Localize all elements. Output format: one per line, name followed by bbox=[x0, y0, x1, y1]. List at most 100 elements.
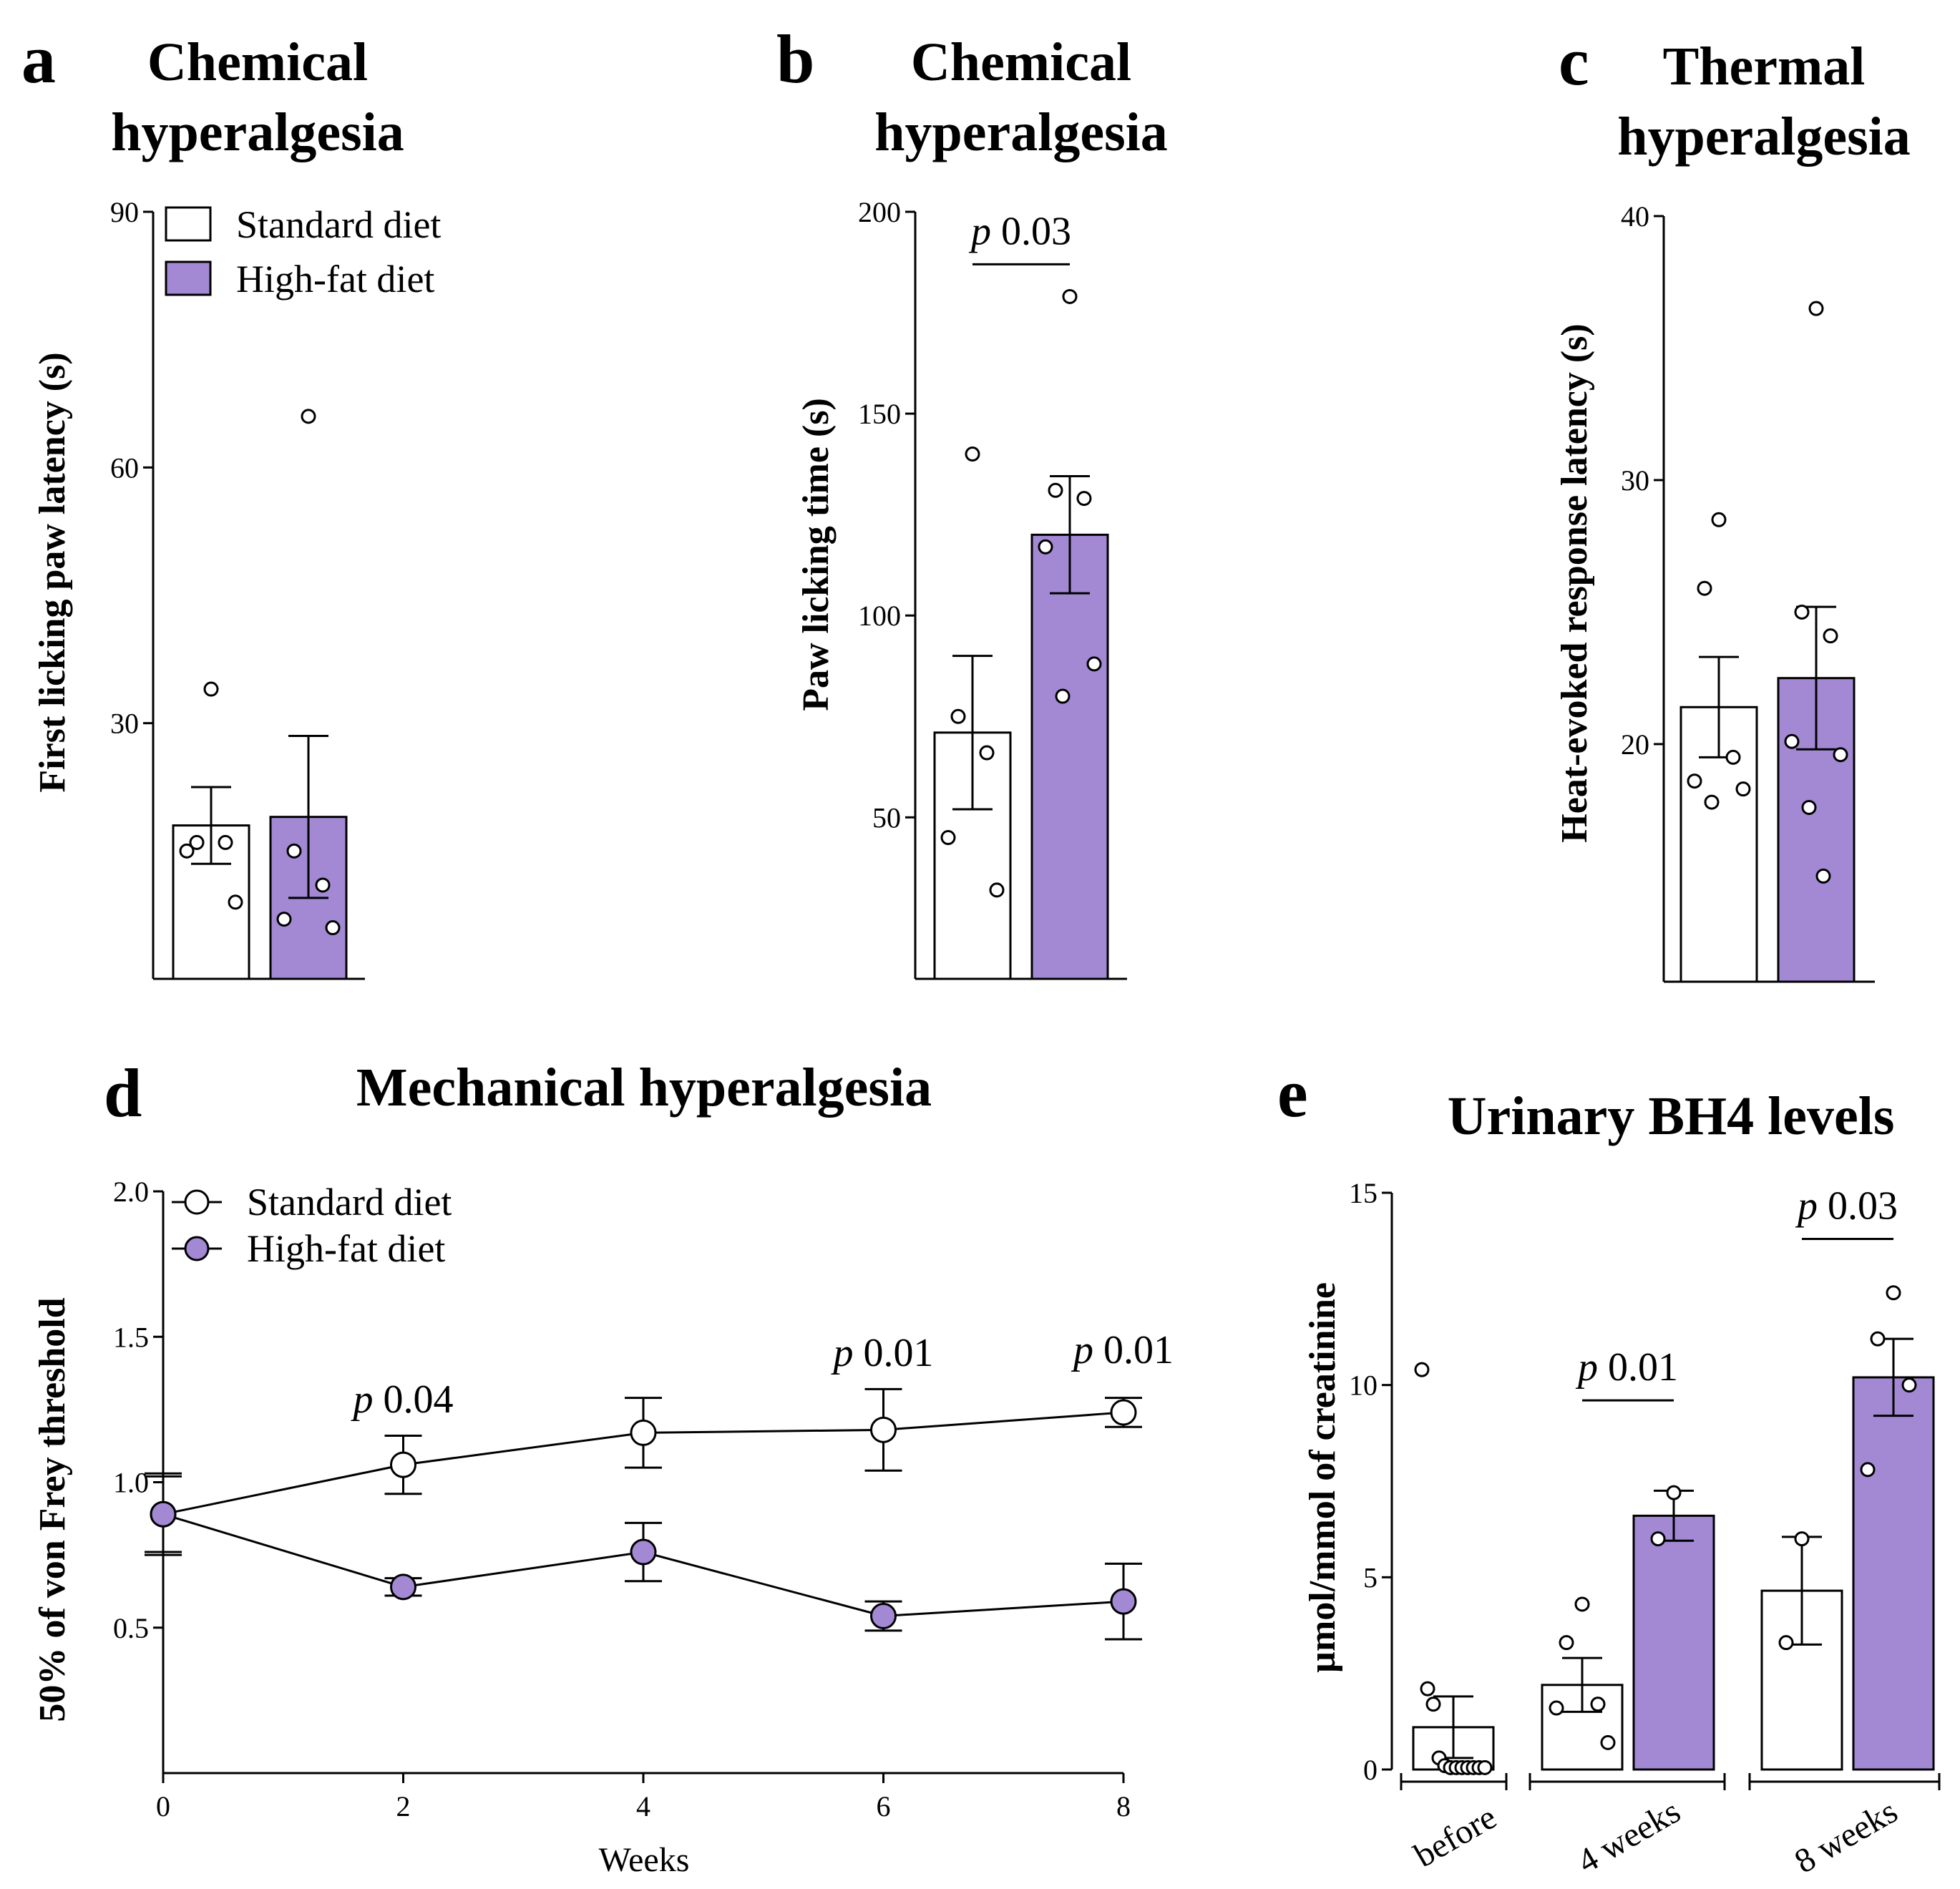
panel-d-y-axis-label: 50% of von Frey threshold bbox=[32, 1297, 73, 1722]
panel-a-y-axis-label: First licking paw latency (s) bbox=[32, 352, 73, 792]
panel-d-plot: 0.5 1.0 1.5 2.0 0 2 4 6 8 p 0.04 p 0.01 p 0.01 bbox=[113, 1176, 1174, 1822]
data-point-highfat bbox=[630, 1538, 657, 1566]
data-point bbox=[315, 877, 331, 893]
panel-b: b Chemical hyperalgesia Paw licking time… bbox=[776, 21, 1168, 980]
x-tick-label: 2 bbox=[396, 1790, 411, 1822]
data-point bbox=[1833, 747, 1848, 763]
panel-a-label: a bbox=[21, 21, 56, 97]
data-point bbox=[1735, 781, 1751, 797]
y-tick-label: 60 bbox=[110, 451, 139, 484]
data-point bbox=[1704, 794, 1720, 810]
y-tick-label: 200 bbox=[858, 196, 901, 228]
legend-swatch-standard bbox=[165, 206, 212, 242]
data-point-highfat bbox=[150, 1500, 177, 1528]
panel-d-title: Mechanical hyperalgesia bbox=[356, 1058, 932, 1118]
legend-label-highfat: High-fat diet bbox=[236, 258, 434, 301]
legend-marker-highfat bbox=[184, 1236, 210, 1261]
bar-highfat bbox=[1852, 1376, 1935, 1771]
data-point bbox=[286, 843, 302, 859]
x-category-label: 8 weeks bbox=[1788, 1792, 1904, 1881]
data-point bbox=[940, 830, 956, 846]
legend-label-standard: Standard diet bbox=[236, 203, 441, 246]
y-tick-label: 2.0 bbox=[113, 1176, 149, 1208]
panel-a-title-line2: hyperalgesia bbox=[111, 102, 404, 162]
data-point bbox=[1574, 1596, 1590, 1612]
p-value-label: p 0.01 bbox=[1071, 1328, 1174, 1372]
data-point bbox=[1600, 1734, 1616, 1750]
data-point bbox=[1420, 1681, 1435, 1697]
x-category-label: before bbox=[1408, 1798, 1503, 1875]
data-point-standard bbox=[630, 1419, 657, 1446]
data-point-highfat bbox=[1110, 1588, 1137, 1615]
p-value-label: p 0.01 bbox=[831, 1331, 934, 1375]
panel-a-legend: Standard diet High-fat diet bbox=[165, 203, 441, 301]
data-point bbox=[1801, 799, 1817, 815]
data-point bbox=[1425, 1697, 1441, 1712]
y-tick-label: 1.5 bbox=[113, 1321, 149, 1353]
data-point bbox=[1549, 1700, 1564, 1716]
data-point bbox=[1794, 604, 1810, 620]
data-point-highfat bbox=[870, 1602, 897, 1629]
data-point bbox=[218, 834, 233, 850]
data-point-standard bbox=[390, 1451, 416, 1478]
y-tick-label: 0.5 bbox=[113, 1612, 149, 1644]
panel-d-label: d bbox=[104, 1055, 142, 1131]
data-point bbox=[1590, 1697, 1606, 1712]
p-value-label: p 0.03 bbox=[1795, 1183, 1898, 1228]
data-point bbox=[979, 745, 995, 761]
y-tick-label: 40 bbox=[1621, 200, 1649, 233]
bar-highfat bbox=[1030, 533, 1109, 980]
panel-a: a Chemical hyperalgesia First licking pa… bbox=[21, 21, 441, 980]
data-point bbox=[1086, 656, 1102, 672]
y-tick-label: 10 bbox=[1349, 1370, 1378, 1402]
panel-e-title: Urinary BH4 levels bbox=[1448, 1086, 1895, 1146]
data-point bbox=[203, 681, 219, 697]
data-point bbox=[1055, 688, 1071, 704]
panel-c-label: c bbox=[1559, 23, 1589, 99]
x-tick-label: 0 bbox=[156, 1790, 170, 1822]
data-point bbox=[1076, 491, 1092, 507]
data-point bbox=[1062, 288, 1078, 304]
panel-c-plot: 20 30 40 bbox=[1621, 200, 1875, 983]
data-point bbox=[179, 843, 195, 859]
data-point bbox=[228, 894, 243, 910]
panel-a-plot: 30 60 90 bbox=[110, 196, 365, 980]
panel-c: c Thermal hyperalgesia Heat-evoked respo… bbox=[1554, 23, 1911, 983]
panel-b-title-line1: Chemical bbox=[911, 32, 1131, 92]
data-point bbox=[1038, 539, 1053, 555]
panel-d-legend: Standard diet High-fat diet bbox=[172, 1181, 452, 1270]
panel-b-y-axis-label: Paw licking time (s) bbox=[796, 398, 837, 711]
data-point bbox=[950, 708, 966, 724]
x-tick-label: 6 bbox=[877, 1790, 891, 1822]
y-tick-label: 20 bbox=[1621, 728, 1649, 761]
y-tick-label: 0 bbox=[1363, 1754, 1378, 1786]
legend-label-highfat-d: High-fat diet bbox=[247, 1227, 445, 1270]
p-value-label: p 0.04 bbox=[351, 1377, 454, 1422]
y-tick-label: 15 bbox=[1349, 1177, 1378, 1209]
data-point bbox=[325, 920, 341, 936]
data-point bbox=[965, 446, 980, 462]
data-point bbox=[1559, 1635, 1574, 1651]
panel-e: e Urinary BH4 levels µmol/mmol of creati… bbox=[1277, 1055, 1941, 1881]
y-tick-label: 90 bbox=[110, 196, 139, 228]
y-tick-label: 150 bbox=[858, 398, 901, 430]
panel-a-title-line1: Chemical bbox=[147, 32, 368, 92]
legend-marker-standard bbox=[184, 1189, 210, 1215]
data-point bbox=[1697, 580, 1712, 596]
data-point bbox=[1711, 512, 1727, 527]
panel-e-plot: 0 5 10 15 before 4 weeks 8 weeks p 0.01 p 0.03 bbox=[1349, 1177, 1941, 1881]
data-point bbox=[301, 409, 316, 424]
p-value-label: p 0.01 bbox=[1575, 1345, 1678, 1390]
data-point-standard bbox=[1110, 1399, 1137, 1426]
p-value-label: p 0.03 bbox=[968, 209, 1071, 253]
legend-label-standard-d: Standard diet bbox=[247, 1181, 452, 1224]
panel-b-label: b bbox=[776, 21, 814, 97]
panel-c-title-line1: Thermal bbox=[1663, 36, 1866, 97]
panel-e-label: e bbox=[1277, 1055, 1308, 1131]
x-tick-label: 8 bbox=[1116, 1790, 1131, 1822]
data-point bbox=[1823, 628, 1838, 644]
bar-highfat bbox=[1632, 1514, 1715, 1771]
data-point bbox=[1815, 868, 1831, 884]
data-point bbox=[276, 912, 292, 927]
